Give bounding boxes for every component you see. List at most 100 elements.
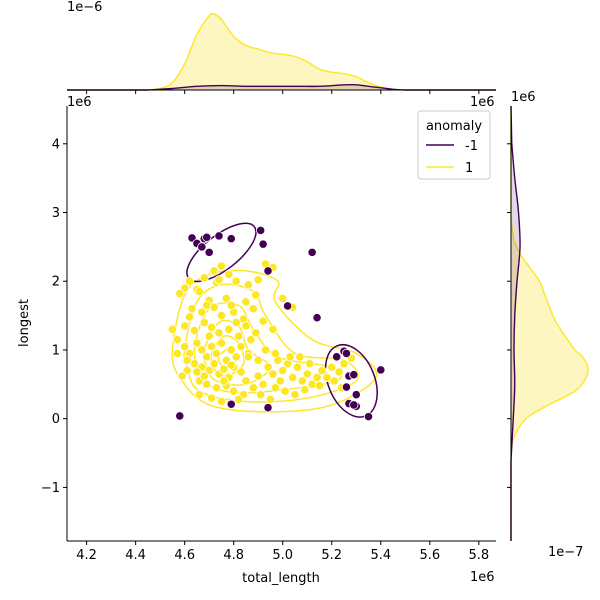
- normal-point: [305, 359, 315, 369]
- normal-point: [236, 367, 246, 377]
- normal-point: [194, 390, 204, 400]
- normal-point: [202, 300, 212, 310]
- normal-point: [295, 352, 305, 362]
- anomaly-point: [175, 411, 185, 421]
- normal-point: [334, 367, 344, 377]
- normal-point: [199, 273, 209, 283]
- main-scatter-plot: [167, 222, 386, 422]
- normal-point: [251, 290, 261, 300]
- y-tick-label: 3: [52, 206, 60, 221]
- normal-point: [248, 304, 258, 314]
- anomaly-point: [341, 382, 352, 392]
- normal-point: [192, 367, 202, 377]
- normal-point: [224, 324, 234, 334]
- x-axis-label: total_length: [242, 571, 320, 586]
- anomaly-point: [258, 239, 268, 249]
- y-tick-label: 4: [52, 137, 60, 152]
- normal-point: [322, 372, 332, 383]
- normal-point: [268, 324, 278, 334]
- top-marginal-right-offset-label: 1e6: [470, 95, 495, 110]
- normal-point: [209, 266, 219, 276]
- normal-point: [253, 371, 263, 381]
- legend: anomaly -1 1: [417, 110, 491, 180]
- anomaly-point: [263, 266, 273, 276]
- normal-point: [231, 276, 241, 286]
- normal-point: [234, 331, 244, 341]
- normal-point: [189, 359, 200, 369]
- normal-point: [214, 328, 224, 338]
- anomaly-point: [307, 247, 317, 257]
- normal-point: [258, 316, 268, 326]
- normal-point: [253, 355, 263, 365]
- anomaly-point: [226, 234, 236, 244]
- normal-point: [219, 376, 229, 386]
- normal-point: [216, 261, 227, 271]
- anomaly-point: [312, 313, 322, 323]
- anomaly-point: [341, 348, 352, 358]
- normal-point: [180, 321, 190, 331]
- top-marginal-plot: [67, 12, 496, 91]
- normal-point: [246, 335, 256, 345]
- anomaly-point: [332, 352, 342, 362]
- x-tick-label: 5.8: [468, 548, 489, 563]
- anomaly-point: [214, 231, 224, 241]
- normal-point: [265, 394, 276, 405]
- anomaly-point: [376, 365, 386, 375]
- normal-point: [290, 390, 300, 400]
- top-marginal-fill-normal: [147, 13, 406, 90]
- x-tick-label: 5.2: [321, 548, 342, 563]
- normal-point: [339, 359, 349, 369]
- normal-point: [263, 362, 273, 372]
- top-marginal-offset-label: 1e−6: [67, 0, 102, 15]
- normal-point: [260, 345, 271, 355]
- normal-point: [243, 352, 254, 362]
- y-tick-label: 0: [52, 412, 60, 427]
- right-marginal-fill-anomaly: [511, 143, 521, 460]
- right-marginal-top-offset-label: 1e6: [511, 90, 536, 105]
- normal-point: [214, 275, 224, 285]
- legend-title: anomaly: [426, 119, 482, 134]
- normal-point: [236, 341, 246, 352]
- anomaly-point: [363, 412, 374, 422]
- anomaly-point: [226, 399, 236, 409]
- normal-point: [258, 379, 268, 389]
- right-marginal-plot: [510, 105, 589, 541]
- anomaly-point: [349, 400, 359, 410]
- normal-point: [251, 328, 261, 338]
- right-marginal-offset-label: 1e−7: [548, 545, 583, 560]
- normal-point: [292, 362, 303, 372]
- normal-point: [241, 297, 251, 307]
- normal-point: [216, 310, 227, 321]
- normal-point: [226, 300, 236, 310]
- normal-point: [209, 359, 219, 369]
- normal-point: [204, 331, 214, 341]
- normal-point: [184, 312, 195, 322]
- normal-point: [167, 324, 178, 334]
- y-tick-label: 2: [52, 275, 60, 290]
- normal-point: [194, 286, 204, 297]
- x-tick-label: 4.8: [223, 548, 244, 563]
- anomaly-point: [197, 242, 207, 252]
- normal-point: [211, 348, 222, 358]
- normal-point: [182, 355, 192, 365]
- right-marginal-line-normal: [510, 106, 589, 541]
- x-tick-label: 5.0: [272, 548, 293, 563]
- anomaly-point: [202, 232, 212, 242]
- legend-label-anomaly: -1: [465, 139, 478, 154]
- normal-point: [226, 345, 236, 355]
- normal-point: [219, 364, 229, 374]
- x-offset-label: 1e6: [470, 570, 495, 585]
- top-marginal-line-anomaly: [67, 83, 496, 91]
- normal-point: [302, 369, 312, 379]
- normal-point: [317, 365, 327, 376]
- normal-point: [231, 352, 241, 362]
- x-tick-label: 5.4: [370, 548, 391, 563]
- normal-point: [300, 385, 310, 395]
- anomaly-point: [349, 370, 359, 380]
- normal-point: [241, 376, 251, 386]
- normal-point: [287, 372, 298, 383]
- normal-point: [197, 307, 207, 317]
- normal-point: [268, 369, 278, 379]
- normal-point: [172, 348, 182, 358]
- normal-point: [180, 341, 190, 352]
